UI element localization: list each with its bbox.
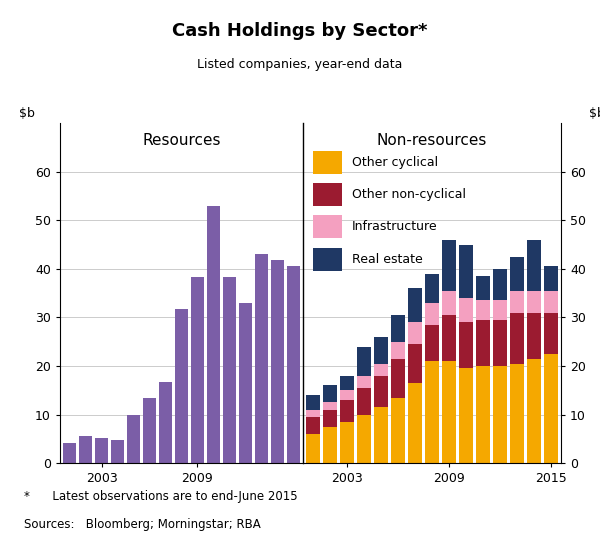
- Bar: [408, 344, 422, 383]
- Bar: [493, 320, 507, 366]
- Bar: [357, 376, 371, 388]
- FancyBboxPatch shape: [313, 215, 342, 238]
- Bar: [544, 266, 558, 291]
- Bar: [207, 206, 220, 463]
- Bar: [239, 303, 252, 463]
- Bar: [159, 382, 172, 463]
- Bar: [323, 402, 337, 410]
- Bar: [271, 260, 284, 463]
- Bar: [374, 407, 388, 463]
- Bar: [175, 309, 188, 463]
- Bar: [476, 276, 490, 300]
- Bar: [143, 397, 156, 463]
- Bar: [357, 388, 371, 414]
- Bar: [527, 291, 541, 312]
- Bar: [391, 359, 405, 397]
- Bar: [357, 346, 371, 376]
- Text: *      Latest observations are to end-June 2015: * Latest observations are to end-June 20…: [24, 490, 298, 504]
- Bar: [408, 322, 422, 344]
- Bar: [544, 291, 558, 312]
- Bar: [459, 322, 473, 368]
- Bar: [287, 266, 300, 463]
- Bar: [544, 354, 558, 463]
- Bar: [510, 363, 524, 463]
- FancyBboxPatch shape: [313, 183, 342, 206]
- Bar: [493, 300, 507, 320]
- Text: Real estate: Real estate: [352, 253, 423, 266]
- Bar: [527, 312, 541, 359]
- Text: Resources: Resources: [142, 134, 221, 149]
- Bar: [79, 436, 92, 463]
- Bar: [374, 363, 388, 376]
- Bar: [510, 257, 524, 291]
- Bar: [374, 376, 388, 407]
- Text: Infrastructure: Infrastructure: [352, 220, 437, 233]
- Bar: [459, 298, 473, 322]
- Bar: [527, 359, 541, 463]
- Bar: [408, 288, 422, 322]
- Bar: [306, 410, 320, 417]
- Bar: [425, 361, 439, 463]
- Text: Other cyclical: Other cyclical: [352, 156, 438, 169]
- Bar: [340, 400, 354, 422]
- Bar: [111, 439, 124, 463]
- Bar: [510, 291, 524, 312]
- Bar: [191, 277, 204, 463]
- Bar: [476, 366, 490, 463]
- Text: Other non-cyclical: Other non-cyclical: [352, 188, 466, 201]
- Bar: [127, 414, 140, 463]
- Bar: [255, 254, 268, 463]
- Bar: [527, 240, 541, 291]
- Text: $b: $b: [589, 107, 600, 120]
- Bar: [476, 300, 490, 320]
- Bar: [408, 383, 422, 463]
- Bar: [459, 244, 473, 298]
- Bar: [459, 368, 473, 463]
- Text: Cash Holdings by Sector*: Cash Holdings by Sector*: [172, 22, 428, 40]
- Bar: [493, 366, 507, 463]
- Bar: [357, 414, 371, 463]
- Bar: [391, 342, 405, 359]
- Bar: [391, 315, 405, 342]
- Bar: [442, 291, 456, 315]
- Text: Sources:   Bloomberg; Morningstar; RBA: Sources: Bloomberg; Morningstar; RBA: [24, 518, 261, 531]
- Bar: [493, 269, 507, 300]
- Bar: [425, 325, 439, 361]
- Text: Listed companies, year-end data: Listed companies, year-end data: [197, 58, 403, 71]
- Bar: [340, 390, 354, 400]
- Bar: [340, 422, 354, 463]
- FancyBboxPatch shape: [313, 248, 342, 271]
- Bar: [442, 240, 456, 291]
- Bar: [306, 417, 320, 434]
- Bar: [442, 315, 456, 361]
- Bar: [476, 320, 490, 366]
- FancyBboxPatch shape: [313, 151, 342, 174]
- Bar: [223, 277, 236, 463]
- Bar: [510, 312, 524, 363]
- Bar: [391, 397, 405, 463]
- Bar: [442, 361, 456, 463]
- Bar: [323, 385, 337, 402]
- Bar: [95, 438, 108, 463]
- Text: Non-resources: Non-resources: [377, 134, 487, 149]
- Bar: [425, 274, 439, 303]
- Text: $b: $b: [19, 107, 35, 120]
- Bar: [340, 376, 354, 390]
- Bar: [425, 303, 439, 325]
- Bar: [306, 395, 320, 410]
- Bar: [323, 410, 337, 427]
- Bar: [374, 337, 388, 363]
- Bar: [323, 427, 337, 463]
- Bar: [306, 434, 320, 463]
- Bar: [63, 443, 76, 463]
- Bar: [544, 312, 558, 354]
